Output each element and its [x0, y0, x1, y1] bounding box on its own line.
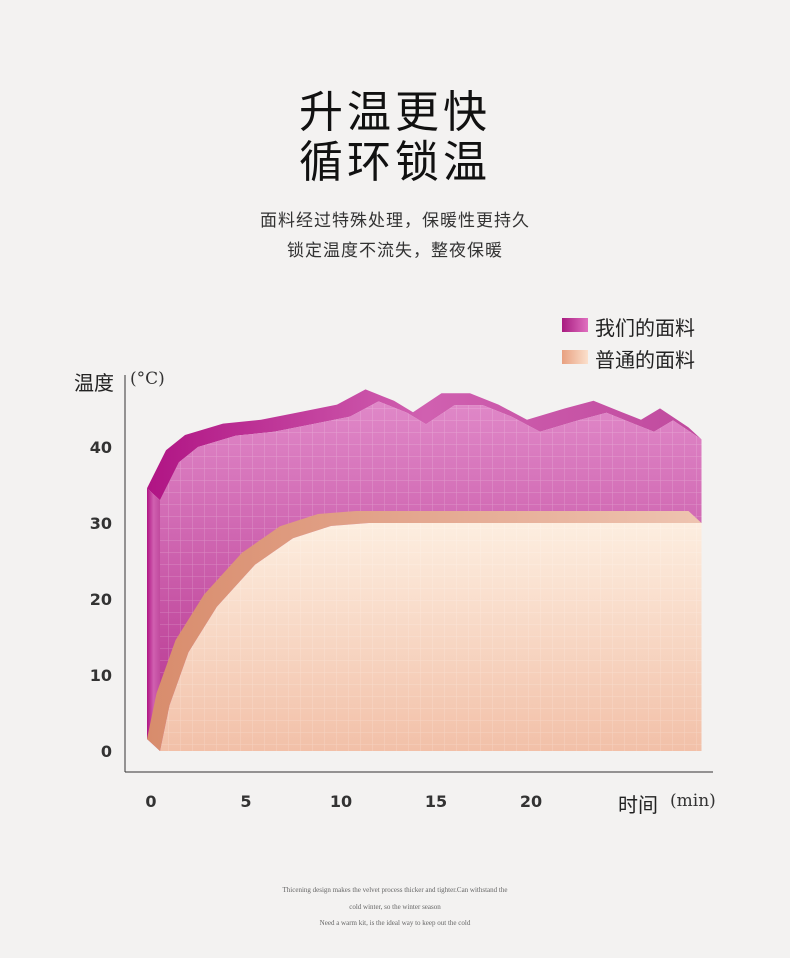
subtitle-line-2: 锁定温度不流失，整夜保暖 — [287, 241, 503, 261]
legend-label-ours: 我们的面料 — [595, 316, 695, 340]
footer-line-3: Need a warm kit, is the ideal way to kee… — [319, 919, 471, 927]
series-0-top-face — [147, 389, 702, 501]
x-tick-label: 20 — [520, 792, 542, 811]
title-line-2: 循环锁温 — [299, 137, 491, 188]
y-tick-label: 0 — [101, 742, 112, 761]
legend-label-ordinary: 普通的面料 — [595, 348, 695, 372]
series-0-side-face — [147, 488, 160, 751]
y-tick-label: 30 — [90, 514, 112, 533]
x-tick-label: 15 — [425, 792, 447, 811]
subtitle-line-1: 面料经过特殊处理，保暖性更持久 — [260, 211, 530, 231]
y-axis-unit: (°C) — [130, 369, 165, 389]
x-tick-label: 10 — [330, 792, 352, 811]
footer-line-1: Thicening design makes the velvet proces… — [282, 886, 508, 894]
x-tick-label: 0 — [145, 792, 156, 811]
y-tick-label: 10 — [90, 666, 112, 685]
y-axis-label: 温度 — [74, 371, 114, 395]
y-tick-label: 20 — [90, 590, 112, 609]
series-1-grid — [160, 523, 702, 751]
title-line-1: 升温更快 — [299, 87, 491, 138]
footer-line-2: cold winter, so the winter season — [349, 903, 441, 911]
legend-swatch-ours — [562, 318, 588, 332]
legend-swatch-ordinary — [562, 350, 588, 364]
x-axis-unit: (min) — [670, 791, 716, 811]
x-axis-label: 时间 — [618, 793, 658, 817]
y-tick-label: 40 — [90, 438, 112, 457]
x-tick-label: 5 — [240, 792, 251, 811]
